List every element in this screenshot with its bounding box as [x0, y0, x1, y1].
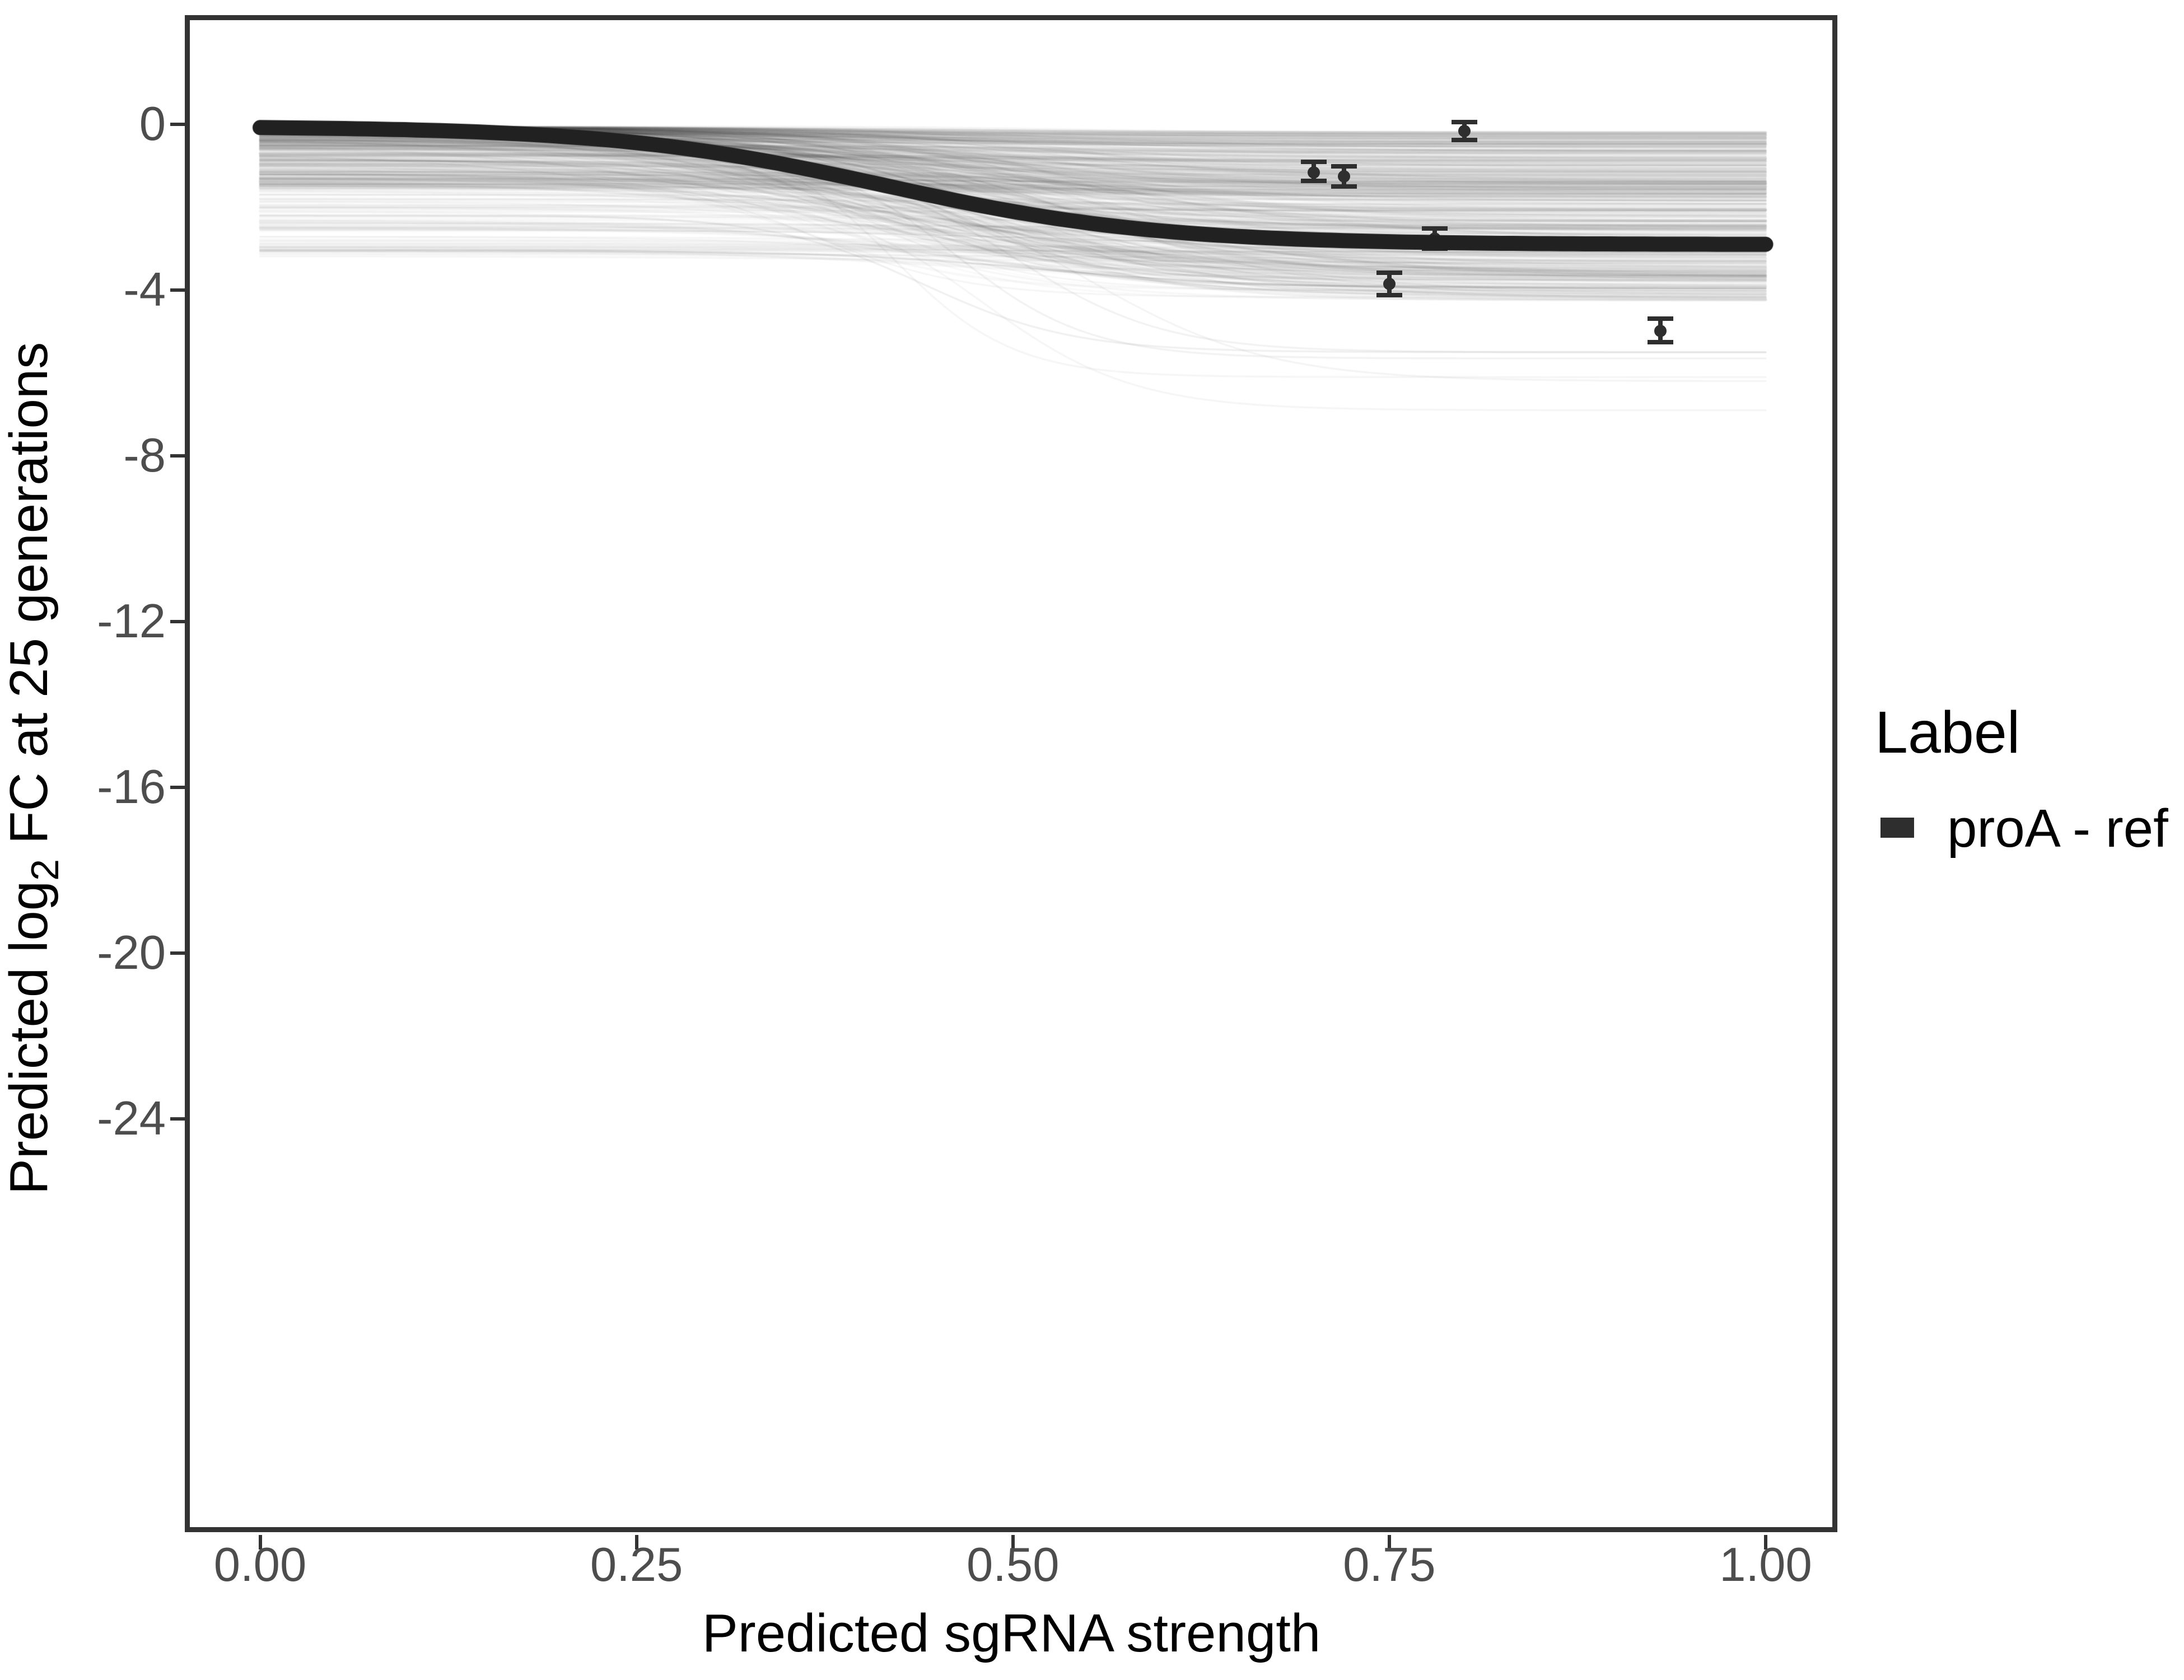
- y-tick-mark: [170, 620, 185, 623]
- x-tick-label: 0.50: [967, 1538, 1060, 1592]
- error-bar-cap-top: [1376, 270, 1402, 275]
- x-axis-title: Predicted sgRNA strength: [702, 1603, 1321, 1663]
- error-bar-cap-bottom: [1331, 184, 1357, 189]
- error-bar-cap-bottom: [1376, 292, 1402, 297]
- data-point-dot: [1458, 124, 1471, 137]
- error-bar-cap-bottom: [1421, 246, 1448, 251]
- y-tick-mark: [170, 123, 185, 126]
- x-tick-label: 0.25: [590, 1538, 683, 1592]
- error-bar-cap-bottom: [1647, 340, 1673, 345]
- data-point-dot: [1383, 277, 1396, 290]
- data-point-dot: [1428, 232, 1441, 245]
- y-tick-mark: [170, 1117, 185, 1121]
- error-bar-cap-bottom: [1452, 138, 1478, 143]
- y-tick-label: -4: [123, 263, 166, 316]
- legend-item-label: proA - ref: [1947, 799, 2168, 858]
- x-tick-label: 0.75: [1343, 1538, 1436, 1592]
- y-axis-title-pre: Predicted log: [0, 880, 59, 1195]
- legend-title: Label: [1875, 699, 2020, 766]
- y-tick-mark: [170, 454, 185, 458]
- y-axis-title-post: FC at 25 generations: [0, 342, 59, 859]
- data-point-dot: [1654, 325, 1667, 338]
- y-tick-label: 0: [139, 97, 166, 151]
- legend: Label proA - ref: [1875, 699, 2177, 857]
- legend-key-row: proA - ref: [1875, 801, 2177, 857]
- y-tick-mark: [170, 951, 185, 955]
- error-bar-cap-top: [1647, 316, 1673, 321]
- y-tick-mark: [170, 288, 185, 292]
- error-bar-cap-top: [1421, 226, 1448, 231]
- y-axis-title: Predicted log2 FC at 25 generations: [0, 320, 67, 1216]
- y-tick-mark: [170, 786, 185, 789]
- error-bar-cap-top: [1331, 164, 1357, 169]
- x-tick-label: 1.00: [1719, 1538, 1812, 1592]
- error-bar-cap-top: [1452, 120, 1478, 125]
- legend-line-swatch: [1880, 818, 1914, 838]
- y-axis-title-sub: 2: [23, 858, 67, 881]
- error-bar-cap-bottom: [1301, 179, 1327, 184]
- error-bar-cap-top: [1301, 160, 1327, 165]
- x-tick-label: 0.00: [213, 1538, 307, 1592]
